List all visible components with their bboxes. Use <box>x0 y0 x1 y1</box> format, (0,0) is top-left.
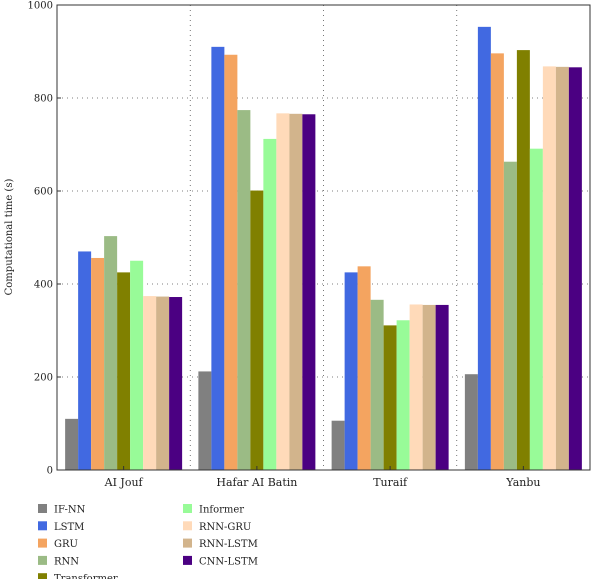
bar-rnn-gru-2 <box>409 304 423 470</box>
bar-rnn-2 <box>370 299 384 470</box>
legend-swatch <box>38 538 47 548</box>
legend: IF-NN LSTM GRU RNN Transformer Informer RNN-GR… <box>38 504 258 579</box>
bar-if-nn-2 <box>331 420 345 470</box>
legend-label: RNN <box>54 556 79 567</box>
bar-if-nn-1 <box>198 371 212 470</box>
bar-informer-3 <box>529 148 543 470</box>
bar-rnn-3 <box>503 161 517 470</box>
bar-if-nn-3 <box>464 374 478 470</box>
bar-lstm-1 <box>211 46 225 470</box>
bar-rnn-lstm-3 <box>555 66 569 470</box>
bar-lstm-3 <box>477 26 491 470</box>
x-category-label: Yanbu <box>505 476 540 489</box>
y-axis-title: Computational time (s) <box>4 179 15 296</box>
y-tick-label: 1000 <box>28 1 53 12</box>
legend-label: Informer <box>199 505 244 516</box>
legend-swatch <box>183 521 192 531</box>
legend-swatch <box>183 538 192 548</box>
bar-rnn-1 <box>237 110 251 470</box>
bar-transformer-0 <box>117 272 131 470</box>
bar-transformer-1 <box>250 190 264 470</box>
bar-cnn-lstm-2 <box>435 304 449 470</box>
legend-swatch <box>38 573 47 579</box>
legend-item-transformer: Transformer <box>38 573 118 579</box>
bar-transformer-3 <box>516 50 530 470</box>
legend-item-rnn-gru: RNN-GRU <box>183 521 251 533</box>
axes-layer: 0 200 400 600 800 1000 AI Jouf Hafar AI Batin Tu… <box>28 1 591 489</box>
legend-item-lstm: LSTM <box>38 521 84 533</box>
x-category-label: Hafar AI Batin <box>216 476 297 489</box>
bar-rnn-lstm-0 <box>156 296 170 470</box>
bar-if-nn-0 <box>65 418 79 470</box>
legend-label: RNN-LSTM <box>199 539 258 550</box>
legend-label: RNN-GRU <box>199 522 251 533</box>
bar-rnn-lstm-2 <box>422 304 436 470</box>
bar-gru-0 <box>91 257 105 470</box>
y-tick-label: 200 <box>34 373 53 384</box>
x-category-label: AI Jouf <box>104 476 144 489</box>
bar-informer-1 <box>263 138 277 471</box>
bar-rnn-gru-3 <box>542 66 556 470</box>
bars-layer <box>65 26 582 471</box>
legend-swatch <box>183 555 192 565</box>
bar-cnn-lstm-3 <box>568 67 582 470</box>
bar-gru-2 <box>357 266 371 470</box>
bar-rnn-0 <box>104 236 118 470</box>
legend-item-cnn-lstm: CNN-LSTM <box>183 555 258 567</box>
y-tick-label: 400 <box>34 280 53 291</box>
legend-item-if-nn: IF-NN <box>38 504 86 516</box>
legend-swatch <box>38 555 47 565</box>
bar-rnn-lstm-1 <box>289 113 303 470</box>
legend-label: Transformer <box>54 574 118 579</box>
bar-transformer-2 <box>383 325 397 470</box>
bar-informer-0 <box>130 260 144 470</box>
legend-label: CNN-LSTM <box>199 556 258 567</box>
plot-frame <box>56 4 591 471</box>
legend-label: GRU <box>54 539 78 550</box>
bar-cnn-lstm-0 <box>169 297 183 470</box>
y-tick-label: 0 <box>47 466 53 477</box>
y-tick-label: 800 <box>34 94 53 105</box>
legend-swatch <box>38 521 47 531</box>
legend-label: IF-NN <box>54 505 86 516</box>
legend-item-gru: GRU <box>38 538 78 550</box>
legend-item-rnn-lstm: RNN-LSTM <box>183 538 258 550</box>
bar-lstm-0 <box>78 251 92 470</box>
bar-cnn-lstm-1 <box>302 114 316 471</box>
legend-item-rnn: RNN <box>38 555 79 567</box>
bar-lstm-2 <box>344 272 358 470</box>
x-category-label: Turaif <box>373 476 408 489</box>
bar-gru-3 <box>490 53 504 471</box>
legend-swatch <box>183 504 192 513</box>
bar-rnn-gru-1 <box>276 113 290 470</box>
legend-item-informer: Informer <box>183 504 244 516</box>
bar-gru-1 <box>224 54 238 470</box>
legend-swatch <box>38 504 47 513</box>
y-tick-label: 600 <box>34 187 53 198</box>
legend-label: LSTM <box>54 522 84 533</box>
bar-informer-2 <box>396 320 410 470</box>
bar-rnn-gru-0 <box>143 296 157 470</box>
